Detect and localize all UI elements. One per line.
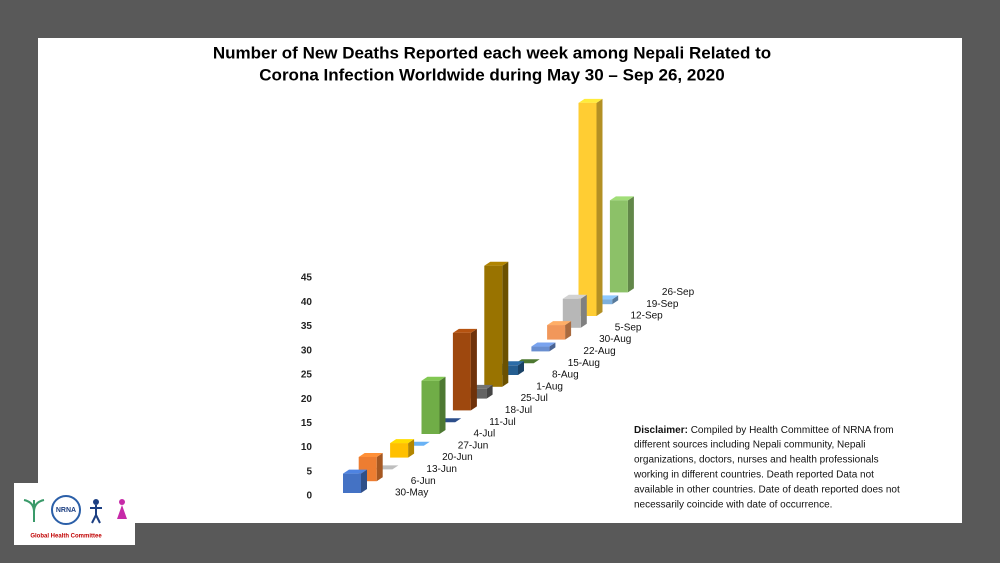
x-tick-label: 25-Jul	[521, 393, 548, 404]
bar-side	[502, 261, 509, 387]
bar-top	[343, 469, 367, 474]
y-tick-label: 30	[301, 345, 313, 356]
logo-caduceus	[23, 499, 45, 522]
bar	[421, 380, 440, 434]
disclaimer-label: Disclaimer:	[634, 425, 688, 436]
bar-side	[486, 384, 493, 399]
bar	[594, 299, 613, 305]
bar-top	[547, 321, 572, 326]
x-tick-label: 19-Sep	[646, 299, 679, 310]
bar-top	[421, 376, 446, 381]
x-tick-label: 27-Jun	[458, 440, 489, 451]
bar-top	[390, 439, 415, 444]
x-tick-label: 26-Sep	[662, 287, 695, 298]
x-tick-label: 1-Aug	[536, 381, 563, 392]
logo-caption: Global Health Committee	[30, 534, 102, 540]
y-tick-label: 25	[301, 370, 313, 381]
bar-top	[484, 261, 509, 266]
bar	[547, 325, 566, 340]
logo: NRNA Global Health Committee	[14, 483, 135, 545]
bar-group	[421, 376, 446, 434]
bar-group	[562, 294, 587, 328]
bar	[452, 332, 471, 411]
bar-top	[358, 452, 383, 457]
disclaimer-line: different sources including Nepali commu…	[634, 440, 865, 451]
logo-person	[93, 499, 99, 505]
bar-side	[612, 295, 619, 305]
bar-group	[343, 469, 367, 493]
bar-side	[470, 328, 477, 411]
x-tick-label: 4-Jul	[474, 429, 496, 440]
bar-group	[390, 439, 415, 458]
x-tick-label: 18-Jul	[505, 405, 532, 416]
bar	[578, 102, 597, 316]
bar-group	[452, 328, 477, 411]
bar-side	[439, 376, 446, 434]
y-tick-label: 15	[301, 418, 313, 429]
logo-person	[90, 505, 102, 524]
chart-title: Corona Infection Worldwide during May 30…	[259, 65, 724, 84]
bar-side	[580, 294, 587, 328]
bar-group	[578, 98, 603, 316]
bar-top	[531, 342, 556, 347]
y-tick-label: 0	[306, 491, 312, 502]
x-tick-label: 15-Aug	[568, 358, 600, 369]
bar-side	[627, 196, 634, 293]
bar-group	[531, 342, 556, 352]
bar-top	[452, 328, 477, 333]
disclaimer: Disclaimer: Compiled by Health Committee…	[633, 425, 900, 511]
bar-group	[484, 261, 509, 387]
y-tick-label: 40	[301, 297, 313, 308]
disclaimer-text: Disclaimer: Compiled by Health Committee…	[634, 425, 894, 436]
y-tick-label: 35	[301, 321, 313, 332]
bar-top	[578, 98, 603, 103]
disclaimer-line: Compiled by Health Committee of NRNA fro…	[691, 425, 894, 436]
bar-group	[609, 196, 634, 293]
logo-person	[117, 505, 127, 519]
x-tick-label: 22-Aug	[583, 346, 615, 357]
x-tick-label: 30-Aug	[599, 334, 631, 345]
bar-side	[361, 469, 367, 493]
bar-side	[518, 361, 524, 375]
x-tick-label: 12-Sep	[631, 311, 664, 322]
x-tick-label: 11-Jul	[489, 417, 516, 428]
bar	[562, 298, 581, 328]
chart-title: Number of New Deaths Reported each week …	[213, 43, 771, 62]
bar	[468, 388, 487, 399]
disclaimer-line: working in different countries. Death re…	[633, 470, 874, 481]
logo-globe	[51, 495, 81, 525]
bar-top	[562, 294, 587, 299]
logo-text: NRNA	[56, 507, 76, 514]
bar	[531, 346, 550, 352]
disclaimer-line: available in other countries. Date of de…	[634, 485, 900, 496]
y-tick-label: 5	[306, 466, 312, 477]
bar-side	[376, 452, 383, 482]
y-tick-label: 45	[301, 273, 313, 284]
bar	[390, 443, 409, 458]
x-tick-label: 13-Jun	[426, 464, 457, 475]
disclaimer-line: necessarily coincide with date of occurr…	[634, 500, 832, 511]
bar-side	[596, 98, 603, 316]
x-tick-label: 5-Sep	[615, 322, 642, 333]
bar	[500, 365, 518, 375]
bar-group	[547, 321, 572, 340]
y-tick-label: 20	[301, 394, 313, 405]
bar-side	[565, 321, 572, 340]
x-tick-label: 8-Aug	[552, 370, 579, 381]
logo-person	[119, 499, 125, 505]
bar-side	[408, 439, 415, 458]
x-tick-label: 30-May	[395, 488, 428, 499]
bar-side	[549, 342, 556, 352]
bar	[484, 265, 503, 387]
y-tick-label: 10	[301, 442, 313, 453]
bar	[343, 473, 361, 493]
x-tick-label: 20-Jun	[442, 452, 473, 463]
disclaimer-line: organizations, doctors, nurses and healt…	[634, 455, 879, 466]
x-tick-label: 6-Jun	[411, 476, 436, 487]
bar-top	[609, 196, 634, 201]
bar	[609, 200, 628, 293]
